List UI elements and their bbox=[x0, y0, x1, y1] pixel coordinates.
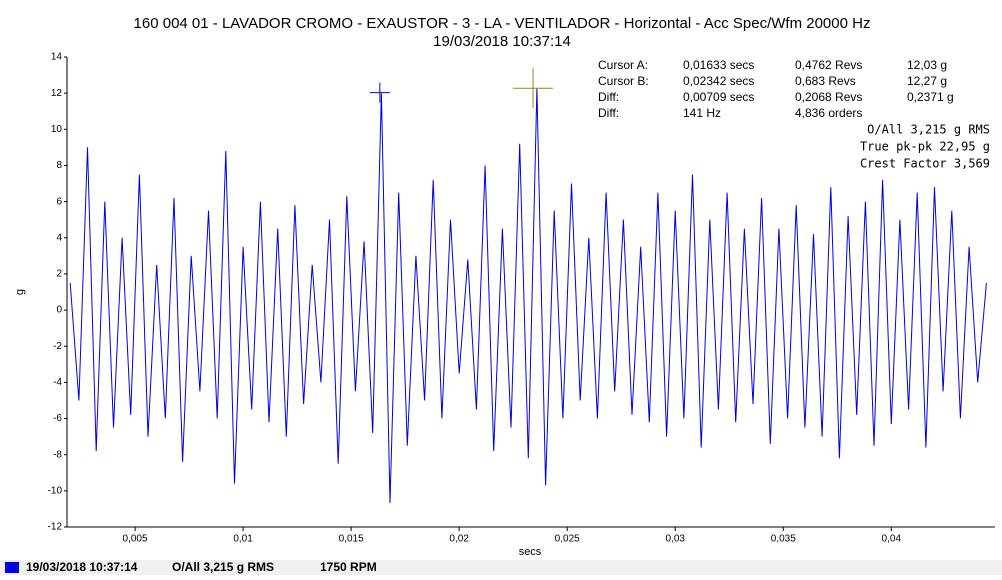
cursor-table-cell: 141 Hz bbox=[683, 106, 721, 120]
cursor-table-cell: 12,27 g bbox=[907, 74, 947, 88]
x-tick-label: 0,015 bbox=[339, 534, 364, 545]
x-tick-label: 0,04 bbox=[882, 534, 902, 545]
annotation: True pk-pk 22,95 g bbox=[860, 140, 990, 154]
y-axis-label: g bbox=[14, 289, 26, 295]
cursor-table-cell: Diff: bbox=[598, 106, 619, 120]
x-tick-label: 0,035 bbox=[771, 534, 796, 545]
x-tick-label: 0,025 bbox=[555, 534, 580, 545]
y-tick-label: 2 bbox=[56, 269, 62, 280]
y-tick-label: -4 bbox=[53, 377, 62, 388]
status-date: 19/03/2018 10:37:14 bbox=[26, 560, 138, 574]
cursor-table-cell: 0,4762 Revs bbox=[795, 58, 862, 72]
annotation: Crest Factor 3,569 bbox=[860, 157, 990, 171]
cursor-table-cell: 0,2068 Revs bbox=[795, 90, 862, 104]
cursor-table-cell: 0,02342 secs bbox=[683, 74, 754, 88]
cursor-table-cell: 0,683 Revs bbox=[795, 74, 856, 88]
x-tick-label: 0,02 bbox=[449, 534, 469, 545]
waveform-line bbox=[69, 88, 987, 504]
cursor-table-cell: 12,03 g bbox=[907, 58, 947, 72]
chart-subtitle: 19/03/2018 10:37:14 bbox=[433, 33, 571, 50]
cursor-table-cell: Cursor A: bbox=[598, 58, 648, 72]
cursor-table-cell: Diff: bbox=[598, 90, 619, 104]
cursor-table-cell: 0,2371 g bbox=[907, 90, 954, 104]
x-tick-label: 0,03 bbox=[665, 534, 685, 545]
y-tick-label: -12 bbox=[48, 522, 63, 533]
chart-title: 160 004 01 - LAVADOR CROMO - EXAUSTOR - … bbox=[134, 15, 871, 32]
y-tick-label: 4 bbox=[56, 232, 62, 243]
status-rpm: 1750 RPM bbox=[320, 560, 377, 574]
cursor-table-cell: 0,01633 secs bbox=[683, 58, 754, 72]
cursor-table-cell: 4,836 orders bbox=[795, 106, 862, 120]
y-tick-label: 8 bbox=[56, 160, 62, 171]
cursor-table-cell: 0,00709 secs bbox=[683, 90, 754, 104]
y-tick-label: -2 bbox=[53, 341, 62, 352]
y-tick-label: -8 bbox=[53, 449, 62, 460]
y-tick-label: 0 bbox=[56, 305, 62, 316]
status-bar bbox=[0, 560, 1002, 575]
y-tick-label: -10 bbox=[48, 485, 63, 496]
x-tick-label: 0,005 bbox=[123, 534, 148, 545]
cursor-table-cell: Cursor B: bbox=[598, 74, 649, 88]
x-axis-label: secs bbox=[519, 546, 542, 558]
y-tick-label: 6 bbox=[56, 196, 62, 207]
y-tick-label: 12 bbox=[51, 88, 63, 99]
status-overall: O/All 3,215 g RMS bbox=[172, 560, 274, 574]
y-tick-label: 10 bbox=[51, 124, 63, 135]
x-tick-label: 0,01 bbox=[233, 534, 253, 545]
legend-swatch bbox=[5, 562, 19, 573]
y-tick-label: -6 bbox=[53, 413, 62, 424]
annotation: O/All 3,215 g RMS bbox=[867, 123, 990, 137]
y-tick-label: 14 bbox=[51, 52, 63, 63]
